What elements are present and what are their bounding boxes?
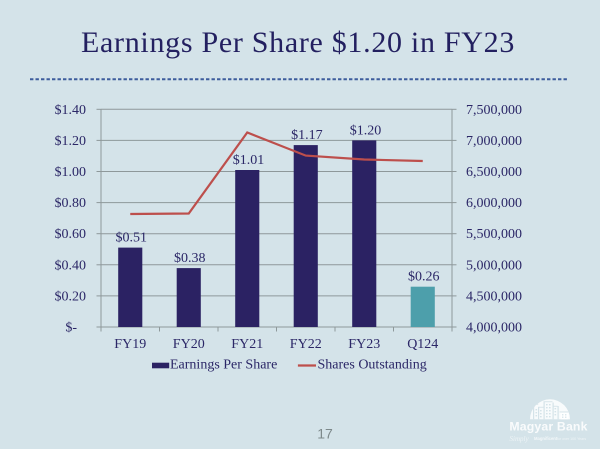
svg-text:5,000,000: 5,000,000: [466, 258, 522, 273]
svg-text:FY23: FY23: [348, 337, 380, 352]
svg-text:FY21: FY21: [231, 337, 263, 352]
svg-text:$0.60: $0.60: [55, 227, 87, 242]
svg-text:Simply: Simply: [510, 435, 530, 443]
svg-text:7,500,000: 7,500,000: [466, 103, 522, 118]
svg-text:$0.51: $0.51: [116, 231, 148, 246]
svg-text:$0.80: $0.80: [55, 196, 87, 211]
svg-text:Magnificent: Magnificent: [534, 436, 558, 441]
svg-text:4,000,000: 4,000,000: [466, 321, 522, 336]
svg-text:for over 100 Years: for over 100 Years: [557, 437, 586, 441]
svg-text:Earnings Per Share $1.20 in FY: Earnings Per Share $1.20 in FY23: [81, 26, 515, 59]
svg-text:Q124: Q124: [407, 337, 438, 352]
svg-text:Shares Outstanding: Shares Outstanding: [318, 358, 427, 373]
svg-text:$0.26: $0.26: [408, 269, 440, 284]
svg-text:$1.00: $1.00: [55, 165, 87, 180]
svg-text:6,500,000: 6,500,000: [466, 165, 522, 180]
svg-text:$-: $-: [65, 321, 77, 336]
svg-text:$1.20: $1.20: [55, 134, 87, 149]
svg-text:$1.17: $1.17: [291, 128, 323, 143]
svg-text:$0.40: $0.40: [55, 258, 87, 273]
svg-text:$0.38: $0.38: [174, 251, 206, 266]
svg-text:FY20: FY20: [173, 337, 205, 352]
svg-text:4,500,000: 4,500,000: [466, 289, 522, 304]
svg-text:Magyar Bank: Magyar Bank: [509, 420, 587, 434]
svg-text:FY19: FY19: [114, 337, 146, 352]
svg-text:$1.20: $1.20: [350, 123, 382, 138]
svg-text:$0.20: $0.20: [55, 289, 87, 304]
svg-text:$1.01: $1.01: [233, 153, 265, 168]
svg-text:6,000,000: 6,000,000: [466, 196, 522, 211]
svg-text:Earnings Per Share: Earnings Per Share: [170, 358, 277, 373]
svg-text:5,500,000: 5,500,000: [466, 227, 522, 242]
svg-text:17: 17: [317, 426, 333, 442]
svg-text:FY22: FY22: [290, 337, 322, 352]
svg-text:7,000,000: 7,000,000: [466, 134, 522, 149]
svg-text:$1.40: $1.40: [55, 103, 87, 118]
